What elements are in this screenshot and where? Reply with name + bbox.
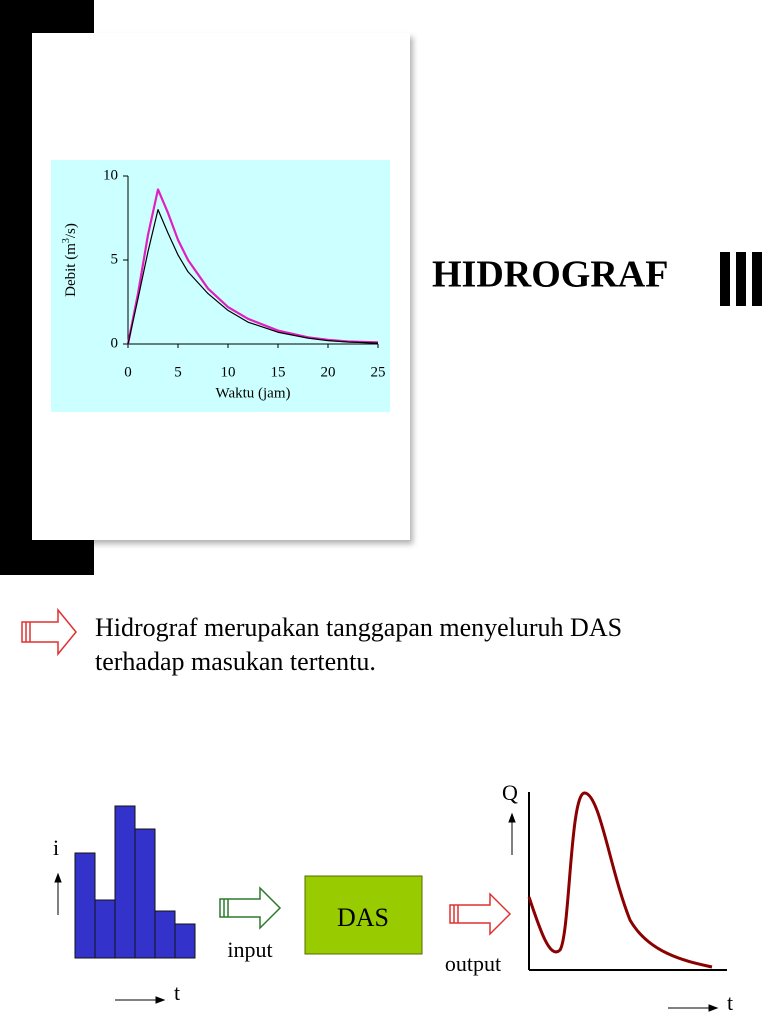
output-arrow bbox=[449, 892, 512, 936]
y-label-part: /s) bbox=[63, 223, 79, 238]
x-tick-label: 5 bbox=[174, 364, 182, 380]
y-tick-label: 5 bbox=[111, 251, 119, 267]
das-box bbox=[304, 875, 423, 955]
y-tick-label: 0 bbox=[111, 335, 119, 351]
title-bars bbox=[720, 252, 762, 306]
input-arrow bbox=[219, 886, 282, 930]
series-line bbox=[126, 188, 379, 345]
title: HIDROGRAF bbox=[432, 254, 668, 296]
bullet-line: terhadap masukan tertentu. bbox=[95, 647, 376, 676]
axis-arrows bbox=[54, 812, 719, 1012]
x-tick-label: 20 bbox=[321, 364, 336, 380]
das-label: DAS bbox=[337, 903, 389, 932]
output-hydrograph bbox=[527, 791, 713, 969]
output-label: output bbox=[445, 951, 501, 976]
y-axis-label: Debit (m3/s) bbox=[61, 223, 80, 297]
rain-histogram bbox=[74, 805, 196, 959]
chart-bg bbox=[51, 160, 390, 412]
chart: 0 5 10 0 5 10 15 20 25 bbox=[103, 167, 386, 380]
x-tick-label: 25 bbox=[371, 364, 386, 380]
x-axis-label: Waktu (jam) bbox=[215, 385, 290, 401]
bullet-arrow bbox=[21, 607, 77, 657]
rain-axis-label: i bbox=[53, 835, 59, 860]
y-tick-label: 10 bbox=[103, 167, 118, 183]
y-label-sup: 3 bbox=[61, 238, 72, 243]
x-tick-label: 10 bbox=[221, 364, 236, 380]
rain-time-label: t bbox=[174, 980, 180, 1005]
series-line bbox=[127, 209, 379, 345]
x-tick-label: 0 bbox=[124, 364, 132, 380]
flow-axis-label: Q bbox=[502, 780, 518, 805]
bullet-line: Hidrograf merupakan tanggapan menyeluruh… bbox=[95, 613, 622, 642]
flow-axes bbox=[528, 792, 727, 971]
y-label-part: Debit (m bbox=[63, 243, 79, 297]
x-tick-label: 15 bbox=[271, 364, 286, 380]
flow-time-label: t bbox=[727, 990, 733, 1015]
input-label: input bbox=[227, 937, 272, 962]
